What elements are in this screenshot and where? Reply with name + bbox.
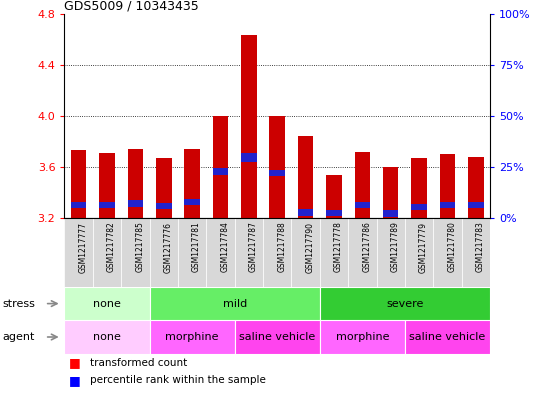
Text: saline vehicle: saline vehicle xyxy=(409,332,486,342)
Bar xyxy=(376,218,405,287)
Bar xyxy=(263,218,291,287)
Bar xyxy=(99,202,115,208)
Text: GSM1217785: GSM1217785 xyxy=(136,222,144,272)
Bar xyxy=(241,35,256,218)
Bar xyxy=(206,218,235,287)
Bar xyxy=(405,218,433,287)
Text: GSM1217783: GSM1217783 xyxy=(476,222,485,272)
Bar xyxy=(128,200,143,207)
Text: transformed count: transformed count xyxy=(90,358,187,367)
Text: morphine: morphine xyxy=(335,332,389,342)
Text: GSM1217776: GSM1217776 xyxy=(164,222,172,273)
Bar xyxy=(383,211,399,217)
Bar xyxy=(269,116,285,218)
Text: GSM1217789: GSM1217789 xyxy=(391,222,400,272)
Bar xyxy=(291,218,320,287)
Text: percentile rank within the sample: percentile rank within the sample xyxy=(90,375,266,385)
Bar xyxy=(64,218,93,287)
Bar xyxy=(298,209,314,215)
Bar xyxy=(235,320,320,354)
Bar xyxy=(150,287,320,320)
Bar xyxy=(383,167,399,218)
Bar xyxy=(411,158,427,218)
Text: severe: severe xyxy=(386,299,423,309)
Bar xyxy=(320,218,348,287)
Text: GSM1217784: GSM1217784 xyxy=(221,222,230,272)
Bar xyxy=(411,204,427,211)
Bar xyxy=(178,218,206,287)
Bar xyxy=(320,320,405,354)
Bar xyxy=(241,153,256,162)
Text: GSM1217786: GSM1217786 xyxy=(362,222,371,272)
Text: GSM1217778: GSM1217778 xyxy=(334,222,343,272)
Bar xyxy=(156,203,171,209)
Bar xyxy=(298,136,314,218)
Bar xyxy=(184,199,200,205)
Text: GSM1217777: GSM1217777 xyxy=(78,222,87,273)
Text: agent: agent xyxy=(3,332,35,342)
Bar xyxy=(213,116,228,218)
Text: GSM1217787: GSM1217787 xyxy=(249,222,258,272)
Text: GSM1217790: GSM1217790 xyxy=(306,222,315,273)
Text: ■: ■ xyxy=(69,356,81,369)
Bar xyxy=(405,320,490,354)
Bar xyxy=(354,152,370,218)
Bar xyxy=(71,151,86,218)
Bar xyxy=(64,287,150,320)
Text: GDS5009 / 10343435: GDS5009 / 10343435 xyxy=(64,0,199,13)
Text: GSM1217780: GSM1217780 xyxy=(447,222,456,272)
Bar xyxy=(440,202,455,208)
Text: GSM1217782: GSM1217782 xyxy=(107,222,116,272)
Bar xyxy=(213,168,228,174)
Text: none: none xyxy=(93,299,121,309)
Bar xyxy=(326,210,342,215)
Text: mild: mild xyxy=(222,299,247,309)
Bar xyxy=(93,218,121,287)
Text: GSM1217779: GSM1217779 xyxy=(419,222,428,273)
Bar xyxy=(121,218,150,287)
Bar xyxy=(440,154,455,218)
Text: none: none xyxy=(93,332,121,342)
Text: stress: stress xyxy=(3,299,36,309)
Bar xyxy=(71,202,86,208)
Text: ■: ■ xyxy=(69,374,81,387)
Bar xyxy=(156,158,171,218)
Text: GSM1217788: GSM1217788 xyxy=(277,222,286,272)
Bar xyxy=(235,218,263,287)
Text: morphine: morphine xyxy=(165,332,219,342)
Text: saline vehicle: saline vehicle xyxy=(239,332,315,342)
Bar xyxy=(320,287,490,320)
Bar xyxy=(461,218,490,287)
Bar xyxy=(468,157,484,218)
Bar xyxy=(150,320,235,354)
Bar xyxy=(433,218,461,287)
Bar xyxy=(326,174,342,218)
Bar xyxy=(150,218,178,287)
Bar xyxy=(99,153,115,218)
Bar xyxy=(64,320,150,354)
Bar xyxy=(348,218,376,287)
Bar xyxy=(128,149,143,218)
Bar xyxy=(184,149,200,218)
Bar xyxy=(468,202,484,208)
Bar xyxy=(354,202,370,208)
Text: GSM1217781: GSM1217781 xyxy=(192,222,201,272)
Bar xyxy=(269,170,285,176)
